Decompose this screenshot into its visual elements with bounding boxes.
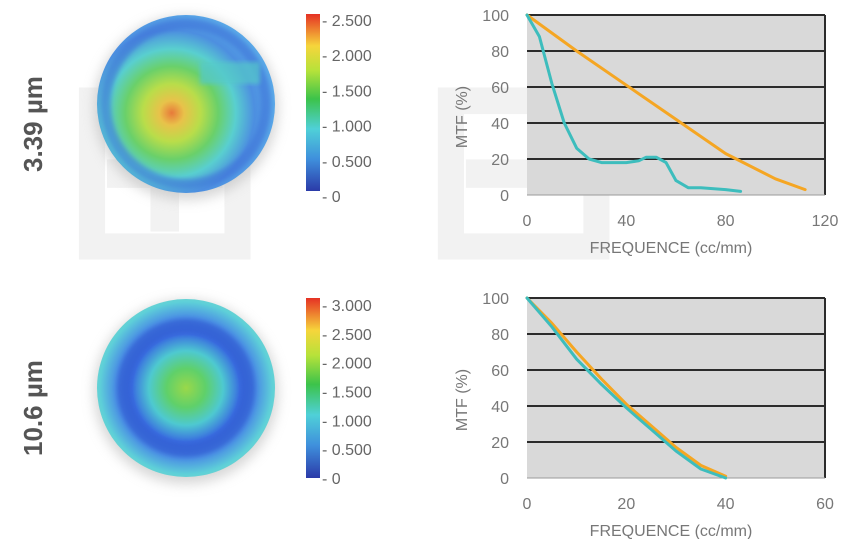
colorbar-top-tick-2: - 1.500	[322, 83, 372, 100]
x-axis-title: FREQUENCE (cc/mm)	[590, 523, 753, 539]
xtick-40: 40	[617, 213, 635, 230]
ytick-40: 40	[491, 399, 509, 416]
ytick-60: 60	[491, 363, 509, 380]
ytick-40: 40	[491, 116, 509, 133]
colorbar-top-tick-0: - 2.500	[322, 13, 372, 30]
colorbar-bottom-tick-0: - 3.000	[322, 298, 372, 315]
series-line-1	[525, 296, 728, 480]
x-axis-title: FREQUENCE (cc/mm)	[590, 240, 753, 257]
colorbar-top-tick-5: - 0	[322, 189, 341, 206]
colorbar-bottom-tick-2: - 2.000	[322, 356, 372, 373]
colorbar-top	[306, 14, 320, 191]
colorbar-bottom-tick-6: - 0	[322, 471, 341, 488]
colorbar-bottom	[306, 298, 320, 478]
colorbar-bottom-tick-4: - 1.000	[322, 413, 372, 430]
ytick-20: 20	[491, 435, 509, 452]
colorbar-top-tick-4: - 0.500	[322, 154, 372, 171]
mtf-chart-bottom: 0 20 40 60 80 100 0 20 40 60 FREQUENCE (cc/mm) MTF …	[454, 291, 834, 539]
colorbar-bottom-tick-1: - 2.500	[322, 327, 372, 344]
ytick-20: 20	[491, 152, 509, 169]
xtick-80: 80	[717, 213, 735, 230]
series-line-0	[525, 296, 728, 478]
phase-map-top	[94, 15, 278, 200]
ytick-80: 80	[491, 327, 509, 344]
ytick-0: 0	[500, 471, 509, 488]
xtick-60: 60	[816, 496, 834, 513]
plot-area	[527, 15, 825, 195]
colorbar-bottom-tick-3: - 1.500	[322, 385, 372, 402]
ytick-80: 80	[491, 44, 509, 61]
mtf-chart-top: 0 20 40 60 80 100 0 40 80 120 FREQUENCE (cc/mm) MTF…	[454, 8, 838, 257]
xtick-40: 40	[717, 496, 735, 513]
ytick-0: 0	[500, 188, 509, 205]
colorbar-ticks-top: - 2.500 - 2.000 - 1.500 - 1.000 - 0.500 - 0	[322, 13, 372, 206]
xtick-0: 0	[523, 496, 532, 513]
ytick-100: 100	[482, 8, 509, 25]
xtick-20: 20	[617, 496, 635, 513]
series-line-0	[525, 13, 807, 192]
y-axis-title: MTF (%)	[454, 86, 471, 148]
colorbar-top-tick-3: - 1.000	[322, 119, 372, 136]
colorbar-top-tick-1: - 2.000	[322, 48, 372, 65]
series-line-1	[525, 13, 743, 193]
colorbar-bottom-tick-5: - 0.500	[322, 442, 372, 459]
colorbar-ticks-bottom: - 3.000 - 2.500 - 2.000 - 1.500 - 1.000 - 0.5…	[322, 298, 372, 488]
y-axis-title: MTF (%)	[454, 369, 471, 431]
ytick-60: 60	[491, 80, 509, 97]
phase-map-bottom	[94, 299, 278, 484]
xtick-0: 0	[523, 213, 532, 230]
ytick-100: 100	[482, 291, 509, 308]
xtick-120: 120	[812, 213, 839, 230]
